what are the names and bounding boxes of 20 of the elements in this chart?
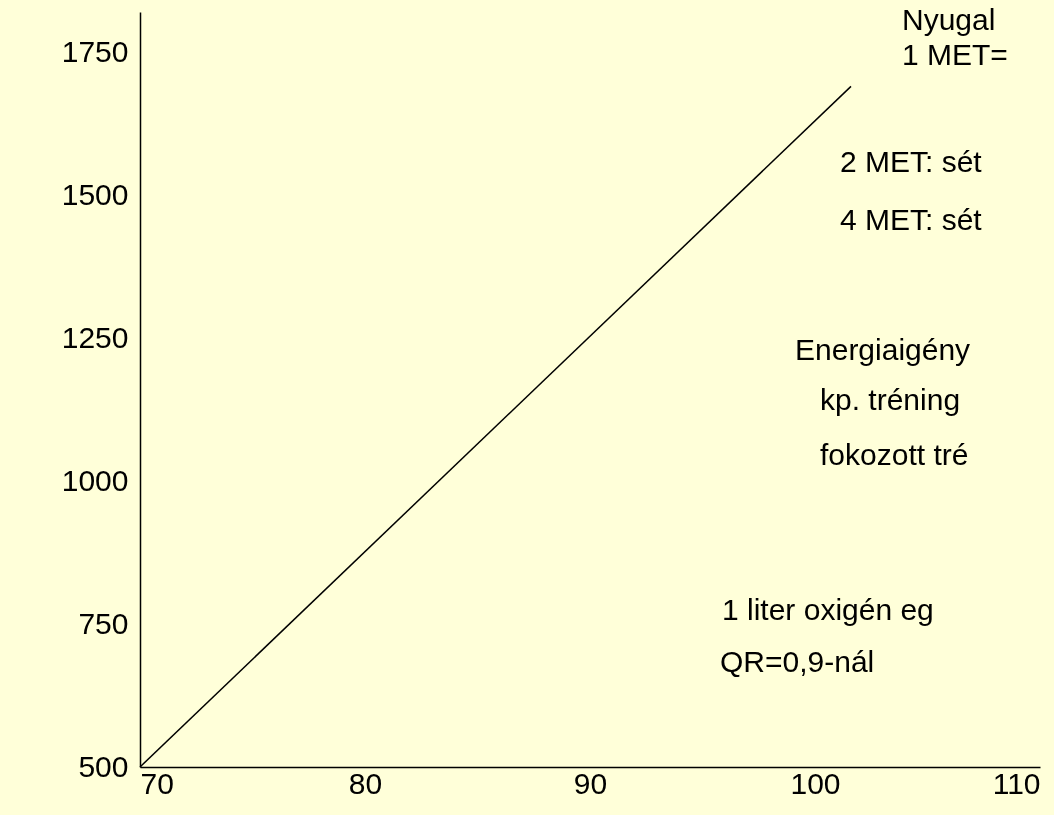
annotation: QR=0,9-nál (720, 645, 875, 678)
x-tick-label: 100 (790, 766, 841, 800)
annotation: 4 MET: sét (840, 203, 983, 236)
x-tick-label: 80 (348, 766, 383, 800)
annotation: 1 MET= (902, 38, 1008, 71)
annotation: kp. tréning (820, 383, 961, 416)
annotation: 2 MET: sét (840, 145, 983, 178)
x-tick-label: 90 (573, 766, 608, 800)
x-tick-label: 70 (140, 766, 174, 800)
y-tick-label: 1750 (61, 34, 129, 68)
y-tick-label: 1500 (61, 177, 129, 211)
y-tick-label: 750 (78, 606, 129, 640)
annotation: Nyugal (902, 3, 996, 36)
y-tick-label: 500 (78, 749, 129, 783)
y-tick-label: 1000 (61, 463, 129, 497)
annotation: fokozott tré (820, 438, 969, 471)
annotation: Energiaigény (795, 333, 971, 366)
y-tick-label: 1250 (61, 320, 129, 354)
annotation: 1 liter oxigén eg (722, 593, 934, 626)
x-tick-label: 110 (992, 766, 1041, 800)
